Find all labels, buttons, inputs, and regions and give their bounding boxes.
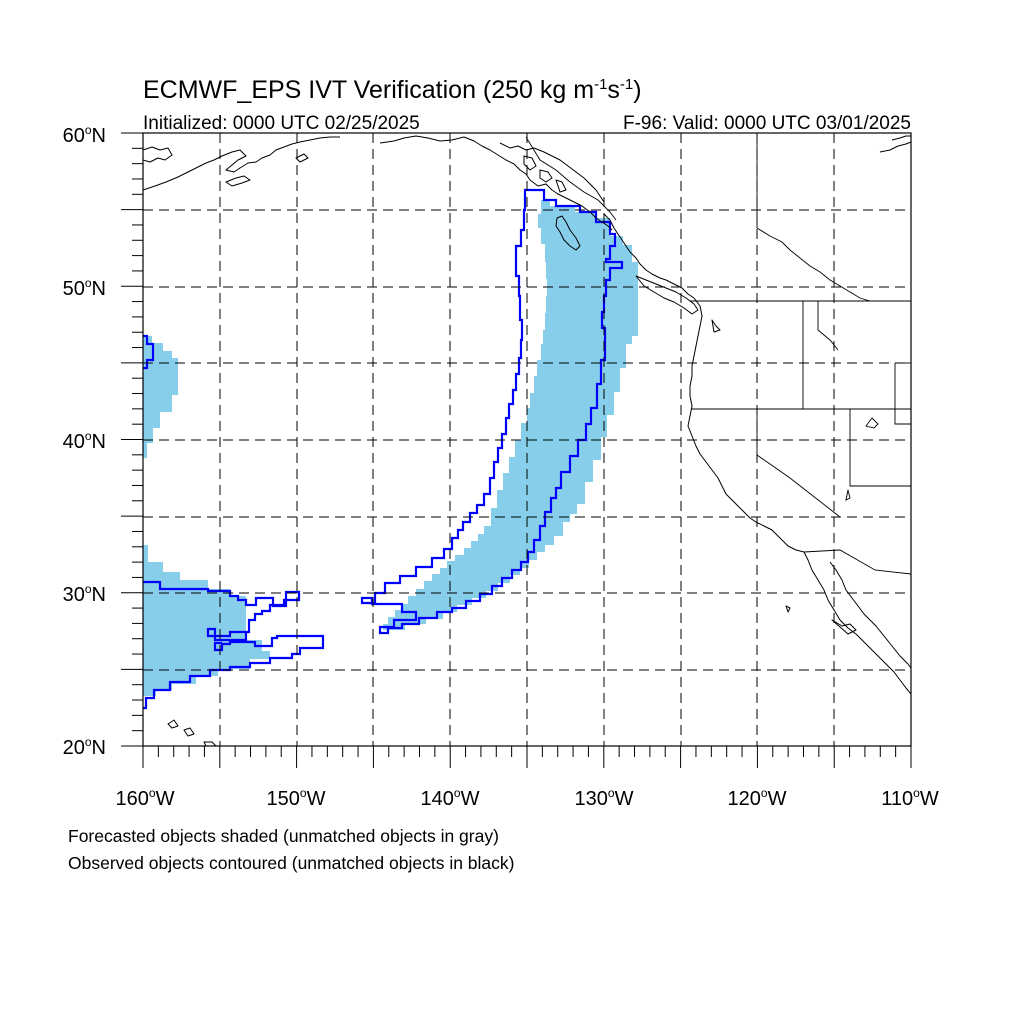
haida-gwaii xyxy=(555,215,581,251)
forecast-object-west-south xyxy=(143,545,270,696)
lat-label-20: 20oN xyxy=(63,735,106,759)
lon-label-160: 160oW xyxy=(116,786,175,810)
forecast-note: Forecasted objects shaded (unmatched obj… xyxy=(68,826,499,846)
lat-lon-grid xyxy=(143,133,911,746)
observed-object-west-north xyxy=(143,334,155,370)
lat-label-60: 60oN xyxy=(63,123,106,147)
lon-label-150: 150oW xyxy=(267,786,326,810)
forecast-object-atmospheric-river xyxy=(383,200,638,630)
vancouver-island xyxy=(635,275,699,315)
lat-label-40: 40oN xyxy=(63,429,106,453)
forecast-objects xyxy=(143,200,638,696)
lon-label-110: 110oW xyxy=(881,786,939,810)
lat-label-30: 30oN xyxy=(63,582,106,606)
latitude-labels: 60oN 50oN 40oN 30oN 20oN xyxy=(63,123,106,759)
lon-label-120: 120oW xyxy=(728,786,787,810)
political-boundaries xyxy=(525,133,911,575)
observed-object-atmospheric-river xyxy=(360,188,624,635)
lon-label-140: 140oW xyxy=(421,786,480,810)
map-title: ECMWF_EPS IVT Verification (250 kg m-1s-… xyxy=(143,76,642,104)
observed-object-west-south xyxy=(143,580,325,710)
lat-label-50: 50oN xyxy=(63,276,106,300)
axis-ticks xyxy=(121,132,912,768)
hawaii-islands xyxy=(167,719,217,746)
lon-label-130: 130oW xyxy=(575,786,634,810)
initialized-label: Initialized: 0000 UTC 02/25/2025 xyxy=(143,113,420,134)
observed-objects xyxy=(143,188,624,710)
coastlines xyxy=(143,135,911,746)
valid-label: F-96: Valid: 0000 UTC 03/01/2025 xyxy=(623,113,911,134)
forecast-object-west-north xyxy=(143,336,178,458)
longitude-labels: 160oW 150oW 140oW 130oW 120oW 110oW xyxy=(116,786,939,810)
observed-note: Observed objects contoured (unmatched ob… xyxy=(68,853,515,873)
baja-california xyxy=(803,551,911,695)
